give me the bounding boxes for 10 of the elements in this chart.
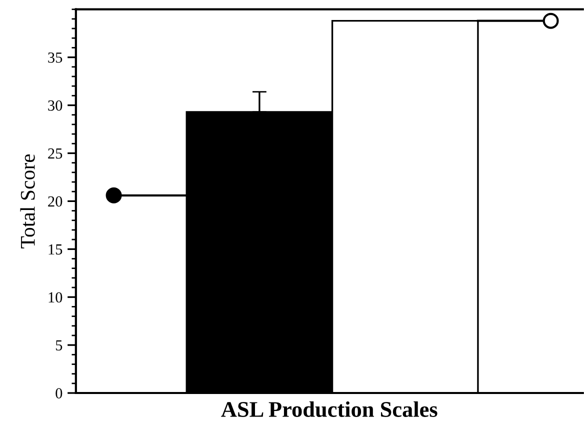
y-axis-title: Total Score: [20, 154, 35, 248]
y-tick-label: 35: [48, 52, 62, 63]
y-tick-label: 15: [48, 244, 62, 255]
x-axis-title: ASL Production Scales: [221, 401, 438, 418]
y-tick-label: 25: [48, 148, 62, 159]
y-tick-label: 0: [56, 388, 62, 398]
y-tick-label: 5: [56, 340, 62, 350]
y-tick-label: 10: [48, 292, 62, 303]
y-tick-label: 20: [48, 196, 62, 207]
y-tick-label: 30: [48, 100, 62, 111]
